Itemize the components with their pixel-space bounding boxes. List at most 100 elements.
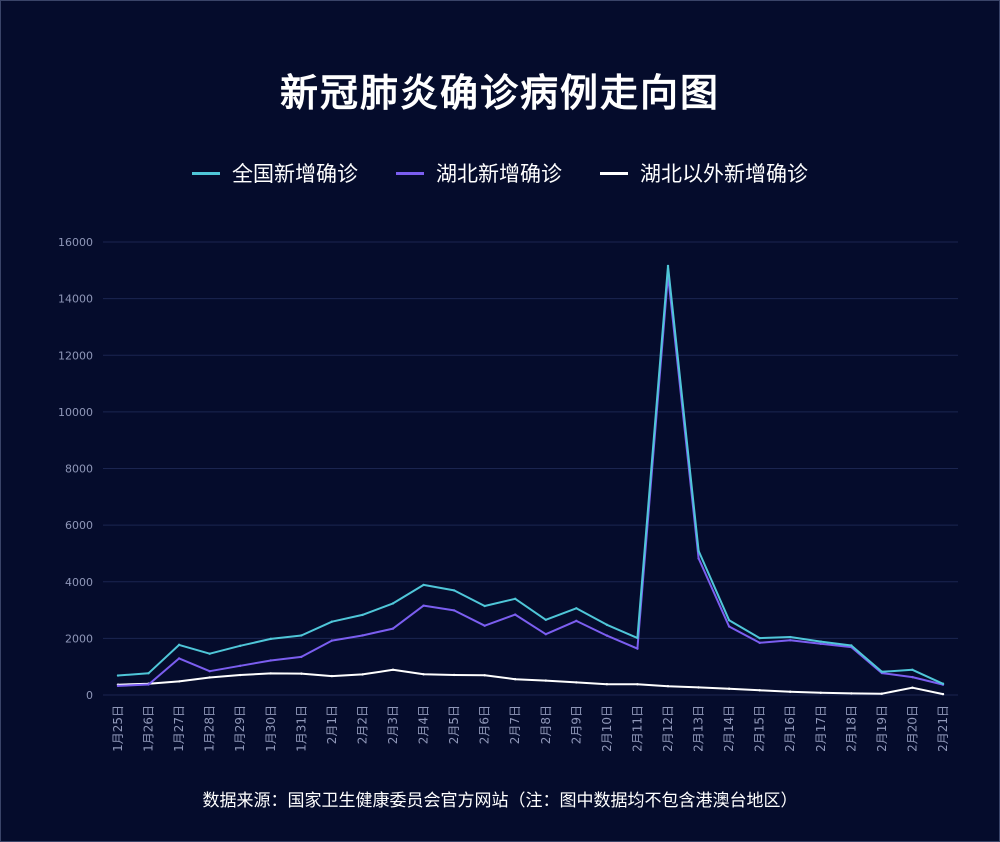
x-tick-label-20: 2月14日: [722, 705, 736, 752]
data-point-national-2: [177, 643, 181, 647]
data-point-hubei-11: [452, 609, 456, 612]
data-point-hubei-7: [330, 639, 334, 642]
y-tick-label-4000: 4000: [65, 576, 93, 589]
data-point-hubei-1: [147, 683, 150, 686]
data-point-outside-6: [300, 672, 303, 675]
data-point-hubei-22: [789, 639, 792, 642]
data-point-outside-20: [727, 687, 731, 690]
data-point-national-25: [880, 670, 884, 673]
data-point-national-20: [727, 619, 731, 622]
data-point-outside-25: [880, 692, 884, 695]
x-tick-label-4: 1月29日: [233, 705, 247, 752]
data-point-outside-14: [544, 679, 547, 682]
data-point-hubei-15: [575, 619, 578, 623]
data-point-hubei-3: [208, 670, 211, 673]
y-tick-label-10000: 10000: [58, 406, 93, 419]
data-point-outside-21: [758, 689, 761, 692]
data-point-national-27: [941, 682, 945, 685]
data-point-national-0: [116, 674, 120, 677]
x-tick-label-27: 2月21日: [936, 705, 950, 752]
legend-label-national: 全国新增确诊: [232, 162, 358, 186]
x-tick-label-7: 2月1日: [325, 705, 339, 744]
legend-swatch-outside: [600, 171, 628, 175]
data-point-hubei-16: [605, 634, 609, 637]
data-point-national-6: [300, 634, 303, 637]
y-tick-label-8000: 8000: [65, 463, 93, 476]
data-point-national-13: [514, 597, 517, 600]
data-point-national-17: [636, 636, 639, 640]
data-point-national-18: [666, 264, 670, 268]
x-tick-label-26: 2月20日: [905, 705, 919, 752]
data-point-hubei-12: [483, 624, 486, 627]
data-point-hubei-21: [758, 641, 761, 645]
data-point-national-22: [789, 635, 792, 639]
x-tick-label-24: 2月18日: [844, 705, 858, 752]
legend-item-national[interactable]: 全国新增确诊: [192, 158, 358, 188]
data-source-note: 数据来源：国家卫生健康委员会官方网站（注：图中数据均不包含港澳台地区）: [202, 791, 798, 811]
x-tick-label-12: 2月6日: [478, 705, 492, 744]
legend-label-outside: 湖北以外新增确诊: [640, 162, 808, 186]
x-tick-label-21: 2月15日: [753, 705, 767, 752]
data-point-outside-23: [819, 691, 822, 694]
data-point-national-19: [697, 549, 700, 553]
data-point-national-24: [850, 644, 853, 647]
data-point-outside-7: [330, 674, 334, 678]
x-tick-label-5: 1月30日: [264, 705, 278, 752]
y-tick-label-6000: 6000: [65, 519, 93, 532]
x-tick-label-10: 2月4日: [417, 705, 431, 744]
data-point-outside-15: [575, 681, 578, 684]
x-tick-label-1: 1月26日: [142, 705, 156, 752]
data-point-national-4: [239, 644, 242, 648]
x-tick-label-6: 1月31日: [294, 705, 308, 752]
data-point-outside-12: [483, 674, 486, 677]
y-tick-label-12000: 12000: [58, 349, 93, 362]
x-tick-label-19: 2月13日: [692, 705, 706, 752]
x-tick-label-9: 2月3日: [386, 705, 400, 744]
data-point-outside-9: [391, 668, 395, 672]
y-tick-label-2000: 2000: [65, 632, 93, 645]
data-point-national-12: [483, 604, 486, 608]
data-point-national-3: [208, 652, 211, 655]
y-tick-label-16000: 16000: [58, 236, 93, 249]
data-point-hubei-26: [911, 675, 914, 679]
legend-swatch-hubei: [396, 171, 424, 175]
data-point-outside-13: [514, 678, 517, 681]
data-point-hubei-23: [819, 642, 822, 646]
chart-title: 新冠肺炎确诊病例走向图: [279, 70, 720, 115]
data-point-national-21: [758, 636, 761, 640]
data-point-hubei-9: [391, 627, 395, 630]
data-point-outside-8: [361, 673, 364, 676]
x-tick-label-0: 1月25日: [111, 705, 125, 752]
data-point-outside-10: [422, 673, 425, 676]
data-point-national-14: [544, 618, 547, 622]
data-point-outside-2: [177, 680, 181, 683]
x-tick-label-14: 2月8日: [539, 705, 553, 744]
legend-item-outside[interactable]: 湖北以外新增确诊: [600, 158, 808, 188]
legend: 全国新增确诊 湖北新增确诊 湖北以外新增确诊: [0, 158, 1000, 188]
data-point-outside-22: [789, 690, 792, 693]
data-point-outside-18: [666, 684, 670, 688]
data-point-national-16: [605, 623, 609, 627]
legend-swatch-national: [192, 171, 220, 175]
data-point-hubei-17: [636, 647, 639, 650]
legend-item-hubei[interactable]: 湖北新增确诊: [396, 158, 562, 188]
y-tick-label-14000: 14000: [58, 293, 93, 306]
data-point-national-9: [391, 602, 395, 605]
x-tick-label-18: 2月12日: [661, 705, 675, 752]
data-point-outside-16: [605, 683, 609, 686]
x-tick-label-23: 2月17日: [814, 705, 828, 752]
x-tick-label-16: 2月10日: [600, 705, 614, 752]
data-point-hubei-2: [177, 657, 181, 660]
data-point-hubei-20: [727, 625, 731, 628]
data-point-outside-11: [452, 673, 456, 677]
data-point-national-23: [819, 640, 822, 643]
x-tick-label-22: 2月16日: [783, 705, 797, 752]
data-point-outside-5: [269, 672, 272, 675]
data-point-hubei-5: [269, 659, 272, 662]
series-line-outside: [117, 668, 944, 696]
x-tick-label-8: 2月2日: [355, 705, 369, 744]
x-tick-label-11: 2月5日: [447, 705, 461, 744]
data-point-national-26: [911, 668, 914, 672]
